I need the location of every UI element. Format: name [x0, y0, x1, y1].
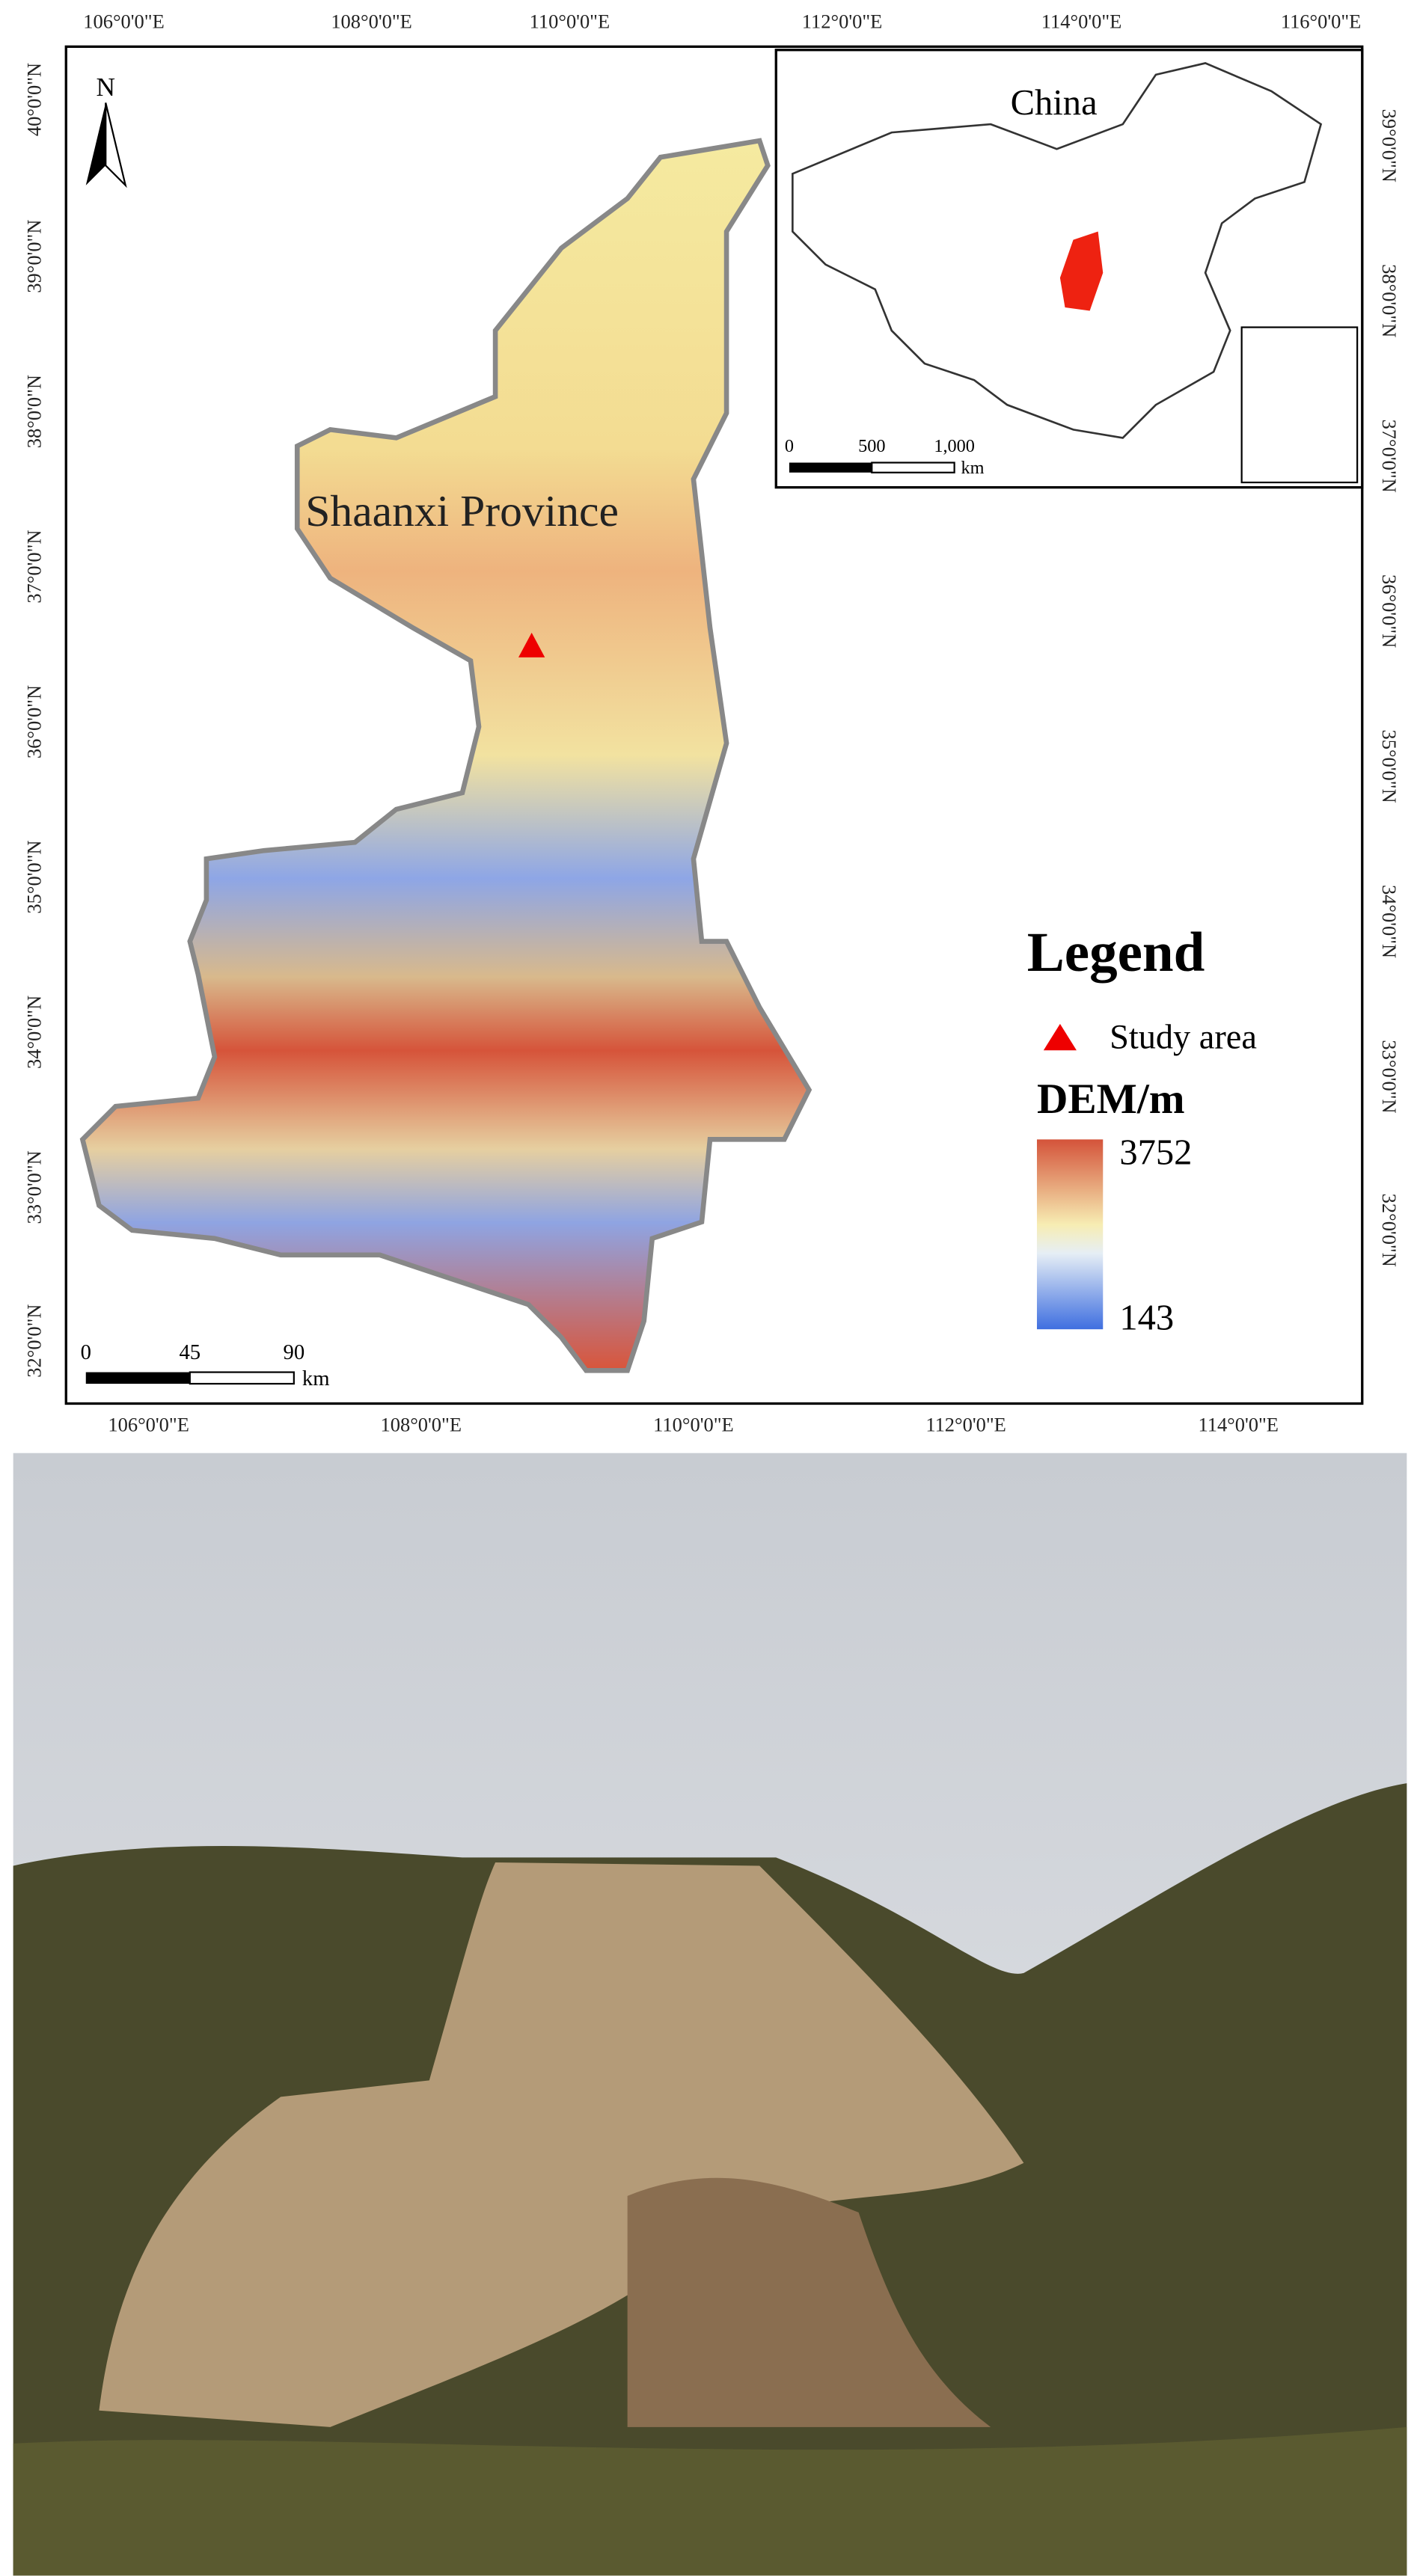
top-coord-label: 116°0'0"E	[1281, 10, 1362, 33]
dem-min: 143	[1119, 1297, 1174, 1337]
dem-title: DEM/m	[1037, 1076, 1185, 1123]
right-coord-label: 37°0'0"N	[1378, 420, 1401, 493]
top-coord-label: 114°0'0"E	[1041, 10, 1122, 33]
inset-scale-tick-label: 0	[785, 436, 794, 456]
inset-scale-tick-label: 500	[858, 436, 885, 456]
dem-color-bar	[1036, 1139, 1104, 1330]
north-arrow-left	[85, 102, 106, 185]
left-coord-label: 38°0'0"N	[23, 375, 46, 448]
inset-scale-black	[789, 462, 872, 473]
inset-scale-white	[871, 461, 955, 473]
inset-scale-bar	[789, 461, 955, 473]
dem-max: 3752	[1119, 1132, 1192, 1173]
top-coord-label: 108°0'0"E	[331, 10, 411, 33]
inset-scale-unit: km	[961, 458, 984, 478]
right-coord-label: 32°0'0"N	[1378, 1194, 1401, 1267]
left-coord-label: 40°0'0"N	[23, 63, 46, 136]
legend-marker	[1043, 1023, 1077, 1051]
inset-label: China	[1011, 82, 1098, 123]
right-coord-label: 35°0'0"N	[1378, 729, 1401, 803]
photo	[13, 1453, 1407, 2576]
inset-scale-tick-label: 1,000	[934, 436, 975, 456]
left-coord-label: 37°0'0"N	[23, 530, 46, 603]
north-arrow-right	[105, 102, 127, 188]
province-shape	[79, 138, 812, 1373]
bottom-coord-label: 108°0'0"E	[381, 1413, 462, 1435]
right-coord-label: 36°0'0"N	[1378, 574, 1401, 648]
scale-tick-label: 0	[81, 1340, 91, 1364]
bottom-coord-label: 112°0'0"E	[925, 1413, 1006, 1435]
north-label: N	[96, 73, 115, 102]
right-coord-label: 33°0'0"N	[1378, 1040, 1401, 1113]
left-coord-label: 33°0'0"N	[23, 1150, 46, 1224]
scale-tick-label: 45	[179, 1340, 201, 1364]
bottom-coord-label: 110°0'0"E	[653, 1413, 734, 1435]
left-coord-label: 35°0'0"N	[23, 840, 46, 913]
legend-title: Legend	[1027, 921, 1205, 984]
shaanxi-inset	[1059, 231, 1104, 311]
china-shape	[792, 62, 1323, 439]
scale-unit: km	[302, 1367, 330, 1390]
photo-foreground	[13, 2426, 1407, 2576]
right-coord-label: 38°0'0"N	[1378, 264, 1401, 337]
scale-bar-white	[189, 1371, 295, 1385]
left-coord-label: 36°0'0"N	[23, 685, 46, 758]
right-coord-label: 39°0'0"N	[1378, 109, 1401, 183]
photo-loess-cliff	[99, 1862, 1024, 2427]
study-area-marker	[518, 632, 545, 657]
right-coord-label: 34°0'0"N	[1378, 885, 1401, 958]
north-arrow: N	[85, 73, 127, 188]
scale-bar	[85, 1371, 295, 1385]
scale-tick-label: 90	[283, 1340, 304, 1364]
scale-bar-black	[85, 1372, 190, 1384]
top-coord-label: 106°0'0"E	[83, 10, 165, 33]
region-label: Shaanxi Province	[305, 486, 619, 536]
top-coord-label: 112°0'0"E	[802, 10, 883, 33]
bottom-coord-label: 106°0'0"E	[108, 1413, 189, 1435]
photo-lower-scarp	[627, 2177, 991, 2427]
bottom-coord-label: 114°0'0"E	[1198, 1413, 1279, 1435]
left-coord-label: 39°0'0"N	[23, 220, 46, 293]
left-coord-label: 32°0'0"N	[23, 1304, 46, 1378]
inset-south-sea-box	[1240, 326, 1359, 484]
legend-item: Study area	[1110, 1019, 1257, 1057]
left-coord-label: 34°0'0"N	[23, 996, 46, 1069]
top-coord-label: 110°0'0"E	[530, 10, 610, 33]
